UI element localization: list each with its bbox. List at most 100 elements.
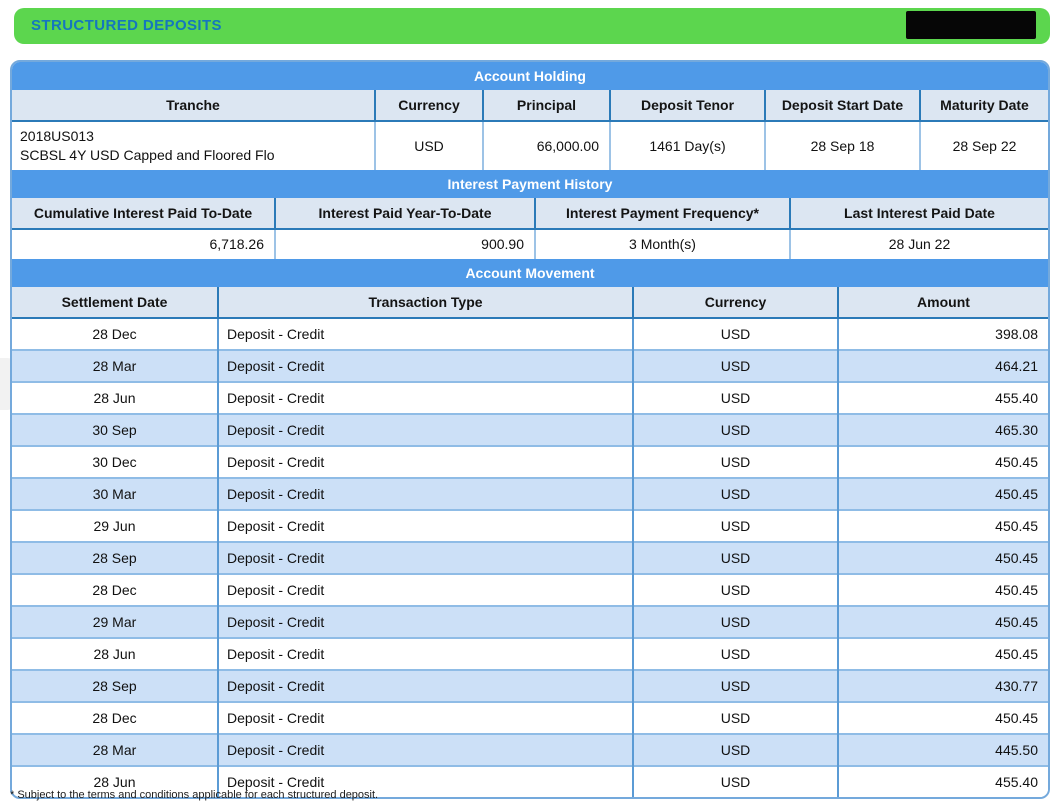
column-header-principal: Principal — [482, 90, 610, 122]
cell-settlement-date: 29 Jun — [12, 509, 218, 542]
structured-deposit-panel: Account Holding Tranche Currency Princip… — [10, 60, 1050, 799]
cell-amount: 450.45 — [837, 477, 1048, 510]
redaction-box — [906, 11, 1036, 39]
cell-transaction-type: Deposit - Credit — [217, 733, 633, 766]
column-header-cumulative-interest: Cumulative Interest Paid To-Date — [12, 198, 275, 230]
account-holding-table: Tranche Currency Principal Deposit Tenor… — [12, 90, 1048, 170]
table-row: 28 Dec Deposit - Credit USD 450.45 — [12, 701, 1048, 734]
cell-transaction-type: Deposit - Credit — [217, 765, 633, 797]
cell-settlement-date: 28 Jun — [12, 765, 218, 797]
section-header-account-holding: Account Holding — [12, 62, 1048, 90]
cell-movement-currency: USD — [632, 413, 838, 446]
table-row: 29 Mar Deposit - Credit USD 450.45 — [12, 605, 1048, 638]
account-movement-table: Settlement Date Transaction Type Currenc… — [12, 287, 1048, 797]
cell-settlement-date: 28 Dec — [12, 573, 218, 606]
cell-cumulative-interest: 6,718.26 — [12, 229, 275, 259]
cell-amount: 450.45 — [837, 605, 1048, 638]
column-header-tranche: Tranche — [12, 90, 375, 122]
cell-settlement-date: 30 Mar — [12, 477, 218, 510]
table-row: 28 Dec Deposit - Credit USD 398.08 — [12, 318, 1048, 350]
cell-amount: 450.45 — [837, 573, 1048, 606]
cell-movement-currency: USD — [632, 573, 838, 606]
column-header-deposit-tenor: Deposit Tenor — [609, 90, 765, 122]
cell-transaction-type: Deposit - Credit — [217, 637, 633, 670]
cell-last-paid-date: 28 Jun 22 — [789, 229, 1048, 259]
table-row: 28 Jun Deposit - Credit USD 450.45 — [12, 637, 1048, 670]
cell-tranche: 2018US013 SCBSL 4Y USD Capped and Floore… — [12, 121, 375, 170]
cell-transaction-type: Deposit - Credit — [217, 605, 633, 638]
cell-transaction-type: Deposit - Credit — [217, 349, 633, 382]
cell-settlement-date: 28 Jun — [12, 637, 218, 670]
cell-settlement-date: 30 Dec — [12, 445, 218, 478]
cell-settlement-date: 28 Jun — [12, 381, 218, 414]
cell-transaction-type: Deposit - Credit — [217, 381, 633, 414]
column-header-maturity-date: Maturity Date — [919, 90, 1048, 122]
cell-payment-frequency: 3 Month(s) — [534, 229, 790, 259]
interest-payment-history-table: Cumulative Interest Paid To-Date Interes… — [12, 198, 1048, 259]
account-holding-row: 2018US013 SCBSL 4Y USD Capped and Floore… — [12, 121, 1048, 170]
table-row: 30 Sep Deposit - Credit USD 465.30 — [12, 413, 1048, 446]
cell-movement-currency: USD — [632, 637, 838, 670]
cell-amount: 398.08 — [837, 318, 1048, 350]
cell-amount: 464.21 — [837, 349, 1048, 382]
section-header-interest-payment-history: Interest Payment History — [12, 170, 1048, 198]
cell-deposit-tenor: 1461 Day(s) — [609, 121, 765, 170]
cell-settlement-date: 28 Dec — [12, 318, 218, 350]
column-header-movement-currency: Currency — [632, 287, 838, 319]
cell-amount: 450.45 — [837, 541, 1048, 574]
cell-transaction-type: Deposit - Credit — [217, 445, 633, 478]
cell-movement-currency: USD — [632, 318, 838, 350]
cell-settlement-date: 28 Dec — [12, 701, 218, 734]
section-header-account-movement: Account Movement — [12, 259, 1048, 287]
cell-settlement-date: 30 Sep — [12, 413, 218, 446]
column-header-interest-ytd: Interest Paid Year-To-Date — [274, 198, 535, 230]
cell-movement-currency: USD — [632, 445, 838, 478]
column-header-transaction-type: Transaction Type — [217, 287, 633, 319]
account-holding-header-row: Tranche Currency Principal Deposit Tenor… — [12, 90, 1048, 122]
table-row: 30 Dec Deposit - Credit USD 450.45 — [12, 445, 1048, 478]
cell-transaction-type: Deposit - Credit — [217, 669, 633, 702]
cell-movement-currency: USD — [632, 733, 838, 766]
cell-amount: 450.45 — [837, 509, 1048, 542]
interest-history-row: 6,718.26 900.90 3 Month(s) 28 Jun 22 — [12, 229, 1048, 259]
cell-settlement-date: 28 Mar — [12, 349, 218, 382]
tranche-name: SCBSL 4Y USD Capped and Floored Flo — [20, 147, 275, 163]
cell-transaction-type: Deposit - Credit — [217, 541, 633, 574]
cell-transaction-type: Deposit - Credit — [217, 701, 633, 734]
cell-deposit-start-date: 28 Sep 18 — [764, 121, 920, 170]
cell-settlement-date: 28 Mar — [12, 733, 218, 766]
table-row: 28 Mar Deposit - Credit USD 464.21 — [12, 349, 1048, 382]
table-row: 28 Dec Deposit - Credit USD 450.45 — [12, 573, 1048, 606]
cell-amount: 445.50 — [837, 733, 1048, 766]
cell-currency: USD — [374, 121, 483, 170]
table-row: 28 Sep Deposit - Credit USD 450.45 — [12, 541, 1048, 574]
page-title: STRUCTURED DEPOSITS — [31, 17, 222, 34]
cell-maturity-date: 28 Sep 22 — [919, 121, 1048, 170]
table-row: 29 Jun Deposit - Credit USD 450.45 — [12, 509, 1048, 542]
cell-movement-currency: USD — [632, 477, 838, 510]
cell-movement-currency: USD — [632, 605, 838, 638]
cell-settlement-date: 29 Mar — [12, 605, 218, 638]
column-header-deposit-start-date: Deposit Start Date — [764, 90, 920, 122]
cell-transaction-type: Deposit - Credit — [217, 573, 633, 606]
footnote: * Subject to the terms and conditions ap… — [10, 789, 379, 801]
cell-principal: 66,000.00 — [482, 121, 610, 170]
cell-amount: 465.30 — [837, 413, 1048, 446]
column-header-amount: Amount — [837, 287, 1048, 319]
page-title-bar: STRUCTURED DEPOSITS — [14, 8, 1050, 44]
cell-settlement-date: 28 Sep — [12, 669, 218, 702]
cell-transaction-type: Deposit - Credit — [217, 318, 633, 350]
cell-amount: 450.45 — [837, 701, 1048, 734]
cell-movement-currency: USD — [632, 669, 838, 702]
cell-movement-currency: USD — [632, 381, 838, 414]
interest-history-header-row: Cumulative Interest Paid To-Date Interes… — [12, 198, 1048, 230]
column-header-settlement-date: Settlement Date — [12, 287, 218, 319]
table-row: 28 Sep Deposit - Credit USD 430.77 — [12, 669, 1048, 702]
account-movement-header-row: Settlement Date Transaction Type Currenc… — [12, 287, 1048, 319]
column-header-currency: Currency — [374, 90, 483, 122]
cell-amount: 455.40 — [837, 765, 1048, 797]
cell-amount: 430.77 — [837, 669, 1048, 702]
cell-amount: 455.40 — [837, 381, 1048, 414]
table-row: 28 Jun Deposit - Credit USD 455.40 — [12, 381, 1048, 414]
cell-transaction-type: Deposit - Credit — [217, 509, 633, 542]
